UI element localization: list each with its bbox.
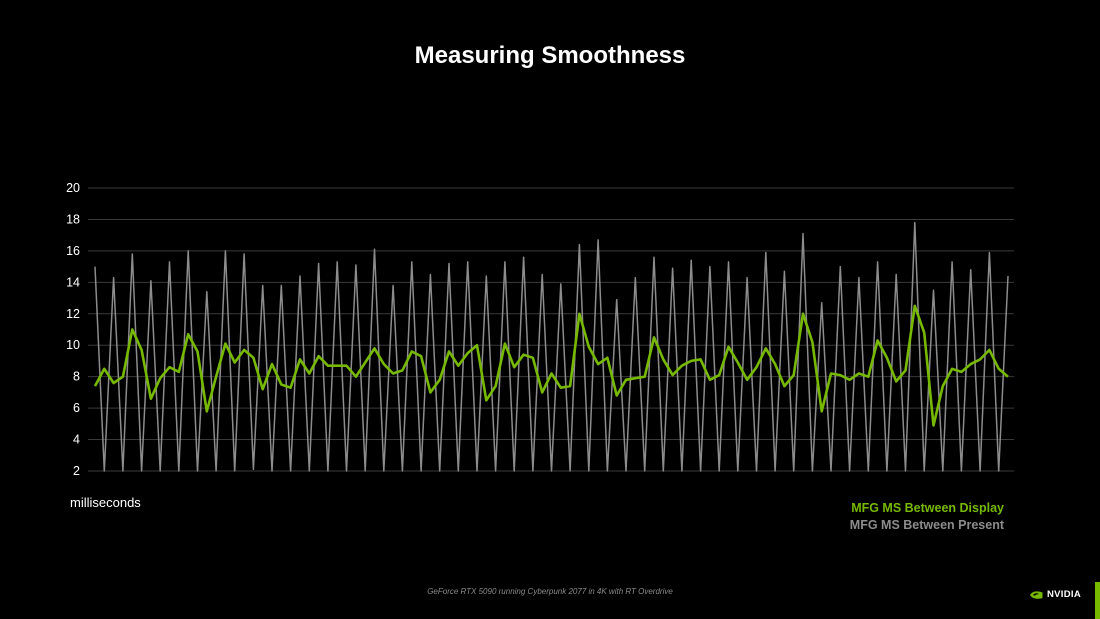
footnote: GeForce RTX 5090 running Cyberpunk 2077 … (427, 587, 673, 596)
logo-wordmark: NVIDIA (1047, 589, 1081, 600)
series-group (93, 221, 1009, 472)
y-axis-unit-label: milliseconds (70, 495, 141, 510)
y-axis: 2 4 6 8 10 12 14 16 18 20 (66, 181, 80, 478)
y-tick-label: 14 (66, 275, 80, 289)
series-line-display (93, 304, 1009, 427)
legend-entry-display: MFG MS Between Display (851, 501, 1004, 515)
y-tick-label: 6 (73, 401, 80, 415)
y-tick-label: 20 (66, 181, 80, 195)
y-tick-label: 10 (66, 338, 80, 352)
accent-bar (1095, 582, 1100, 619)
slide-title: Measuring Smoothness (414, 42, 686, 69)
y-tick-label: 18 (66, 212, 80, 226)
legend-entry-present: MFG MS Between Present (849, 518, 1004, 532)
legend: MFG MS Between Display MFG MS Between Pr… (850, 500, 1004, 534)
y-tick-label: 8 (73, 370, 80, 384)
y-tick-label: 12 (66, 307, 80, 321)
nvidia-eye-icon (1030, 590, 1043, 599)
y-tick-label: 2 (73, 464, 80, 478)
y-tick-label: 16 (66, 244, 80, 258)
series-line-present (94, 221, 1009, 472)
y-tick-label: 4 (73, 433, 80, 447)
nvidia-logo: NVIDIA (1029, 589, 1081, 600)
